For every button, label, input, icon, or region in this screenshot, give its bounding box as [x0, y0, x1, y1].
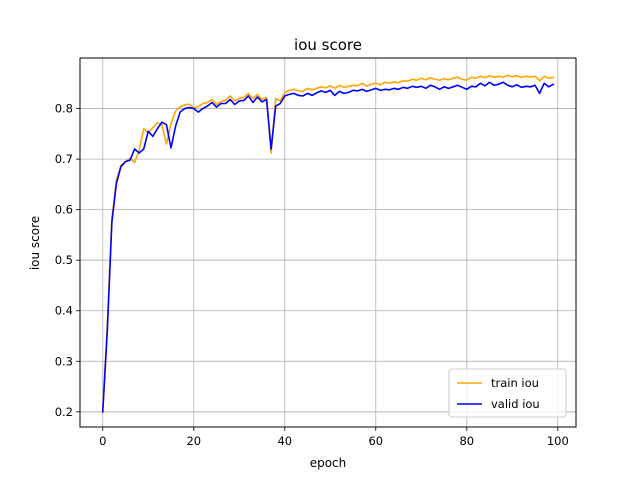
- series-layer: [101, 74, 555, 413]
- series-line-valid-iou: [101, 81, 555, 413]
- legend-box: [448, 368, 567, 418]
- x-axis-label: epoch: [310, 456, 347, 470]
- x-tick-label: 80: [459, 434, 474, 448]
- series-line-train-iou: [101, 74, 555, 412]
- legend-label-valid-iou: valid iou: [491, 397, 540, 411]
- x-tick-label: 20: [186, 434, 201, 448]
- x-tick-label: 60: [368, 434, 383, 448]
- y-tick-label: 0.7: [55, 152, 73, 166]
- y-axis-label: iou score: [28, 216, 42, 270]
- y-tick-label: 0.6: [55, 203, 73, 217]
- x-tick-label: 0: [99, 434, 106, 448]
- grid: [80, 58, 576, 427]
- plot-frame: [79, 57, 577, 428]
- y-tick-label: 0.4: [55, 304, 73, 318]
- y-tick-label: 0.5: [55, 253, 73, 267]
- x-tick-label: 40: [277, 434, 292, 448]
- y-tick-label: 0.8: [55, 102, 73, 116]
- x-tick-label: 100: [547, 434, 569, 448]
- y-tick-label: 0.3: [55, 354, 73, 368]
- ticks: 0 20 40 60 80 100 0.2 0.3 0.4 0.5 0.6 0.7 0.8: [55, 102, 569, 448]
- legend: train iou valid iou: [448, 368, 567, 418]
- chart-title: iou score: [294, 36, 362, 54]
- y-tick-label: 0.2: [55, 405, 73, 419]
- legend-label-train-iou: train iou: [491, 376, 539, 390]
